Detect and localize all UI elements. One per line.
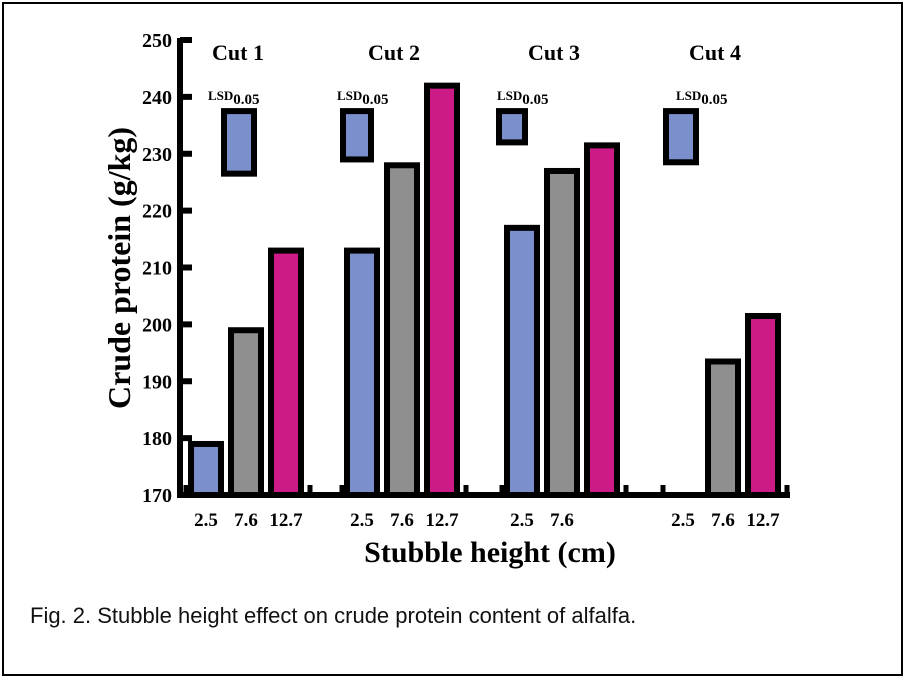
x-tick-label: 12.7 [425, 510, 459, 531]
x-tick-label: 7.6 [234, 510, 258, 531]
lsd-bar [663, 108, 699, 166]
group-title: Cut 3 [528, 40, 580, 65]
lsd-bar [496, 108, 528, 146]
lsd-bar [221, 108, 257, 177]
bar-7.6 [544, 167, 580, 498]
x-tick-label: 7.6 [550, 510, 574, 531]
y-tick-label: 190 [142, 371, 172, 393]
bar-7.6 [384, 162, 420, 498]
lsd-label: LSD0.05 [208, 88, 260, 108]
bar-12.7 [745, 313, 781, 498]
bar-7.6 [705, 358, 741, 498]
y-tick-label: 240 [142, 87, 172, 109]
lsd-label: LSD0.05 [497, 88, 549, 108]
y-tick-label: 250 [142, 30, 172, 52]
x-tick-label: 2.5 [671, 510, 695, 531]
y-tick-label: 180 [142, 428, 172, 450]
bar-7.6 [228, 327, 264, 498]
group-title: Cut 2 [368, 40, 420, 65]
x-tick-label: 7.6 [711, 510, 735, 531]
figure-caption: Fig. 2. Stubble height effect on crude p… [30, 603, 637, 628]
bar-12.7 [268, 247, 304, 498]
bar-2.5 [344, 247, 380, 498]
group-title: Cut 4 [689, 40, 741, 65]
x-axis-label: Stubble height (cm) [364, 536, 616, 569]
bar-2.5 [188, 440, 224, 498]
lsd-bar [340, 108, 374, 163]
y-tick-label: 210 [142, 258, 172, 280]
bar-12.7 [584, 142, 620, 498]
lsd-label: LSD0.05 [676, 88, 728, 108]
x-tick-label: 2.5 [350, 510, 374, 531]
bar-2.5 [504, 224, 540, 498]
x-tick-label: 2.5 [194, 510, 218, 531]
lsd-label: LSD0.05 [337, 88, 389, 108]
y-tick-label: 170 [142, 485, 172, 507]
y-tick-label: 230 [142, 144, 172, 166]
x-tick-label: 12.7 [746, 510, 780, 531]
x-tick-label: 12.7 [269, 510, 303, 531]
x-tick-label: 2.5 [510, 510, 534, 531]
y-tick-label: 220 [142, 201, 172, 223]
bar-12.7 [424, 82, 460, 498]
y-axis-label: Crude protein (g/kg) [101, 127, 137, 409]
bar-chart: Crude protein (g/kg) Stubble height (cm)… [101, 30, 790, 569]
x-tick-label: 7.6 [390, 510, 414, 531]
group-title: Cut 1 [212, 40, 264, 65]
y-tick-label: 200 [142, 314, 172, 336]
